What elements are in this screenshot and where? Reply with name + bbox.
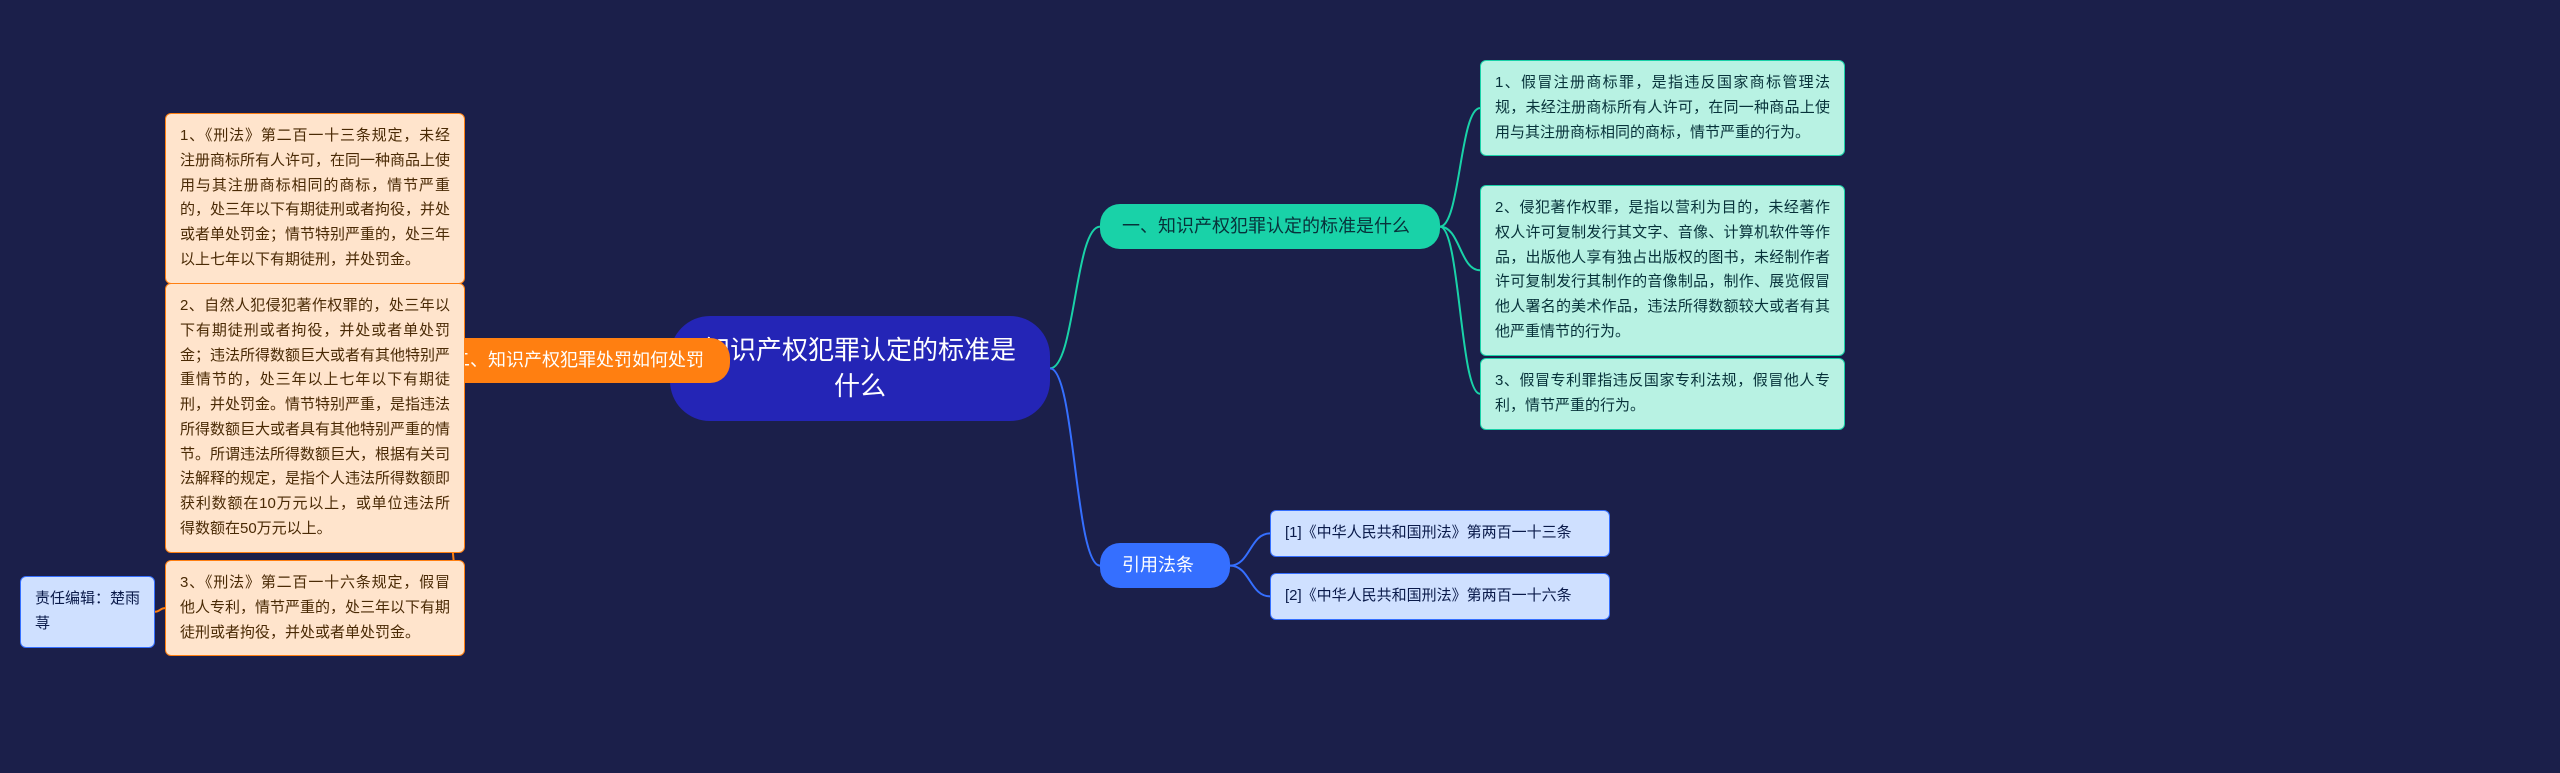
- leaf-penalties-2: 2、自然人犯侵犯著作权罪的，处三年以下有期徒刑或者拘役，并处或者单处罚金；违法所…: [165, 283, 465, 553]
- leaf-penalties-1: 1、《刑法》第二百一十三条规定，未经注册商标所有人许可，在同一种商品上使用与其注…: [165, 113, 465, 284]
- leaf-penalties-3: 3、《刑法》第二百一十六条规定，假冒他人专利，情节严重的，处三年以下有期徒刑或者…: [165, 560, 465, 656]
- leaf-standards-1: 1、假冒注册商标罪，是指违反国家商标管理法规，未经注册商标所有人许可，在同一种商…: [1480, 60, 1845, 156]
- branch-citations[interactable]: 引用法条: [1100, 543, 1230, 588]
- leaf-citations-2: [2]《中华人民共和国刑法》第两百一十六条: [1270, 573, 1610, 620]
- editor-credit: 责任编辑：楚雨荨: [20, 576, 155, 648]
- leaf-citations-1: [1]《中华人民共和国刑法》第两百一十三条: [1270, 510, 1610, 557]
- leaf-standards-3: 3、假冒专利罪指违反国家专利法规，假冒他人专利，情节严重的行为。: [1480, 358, 1845, 430]
- leaf-standards-2: 2、侵犯著作权罪，是指以营利为目的，未经著作权人许可复制发行其文字、音像、计算机…: [1480, 185, 1845, 356]
- branch-standards[interactable]: 一、知识产权犯罪认定的标准是什么: [1100, 204, 1440, 249]
- branch-penalties[interactable]: 二、知识产权犯罪处罚如何处罚: [430, 338, 730, 383]
